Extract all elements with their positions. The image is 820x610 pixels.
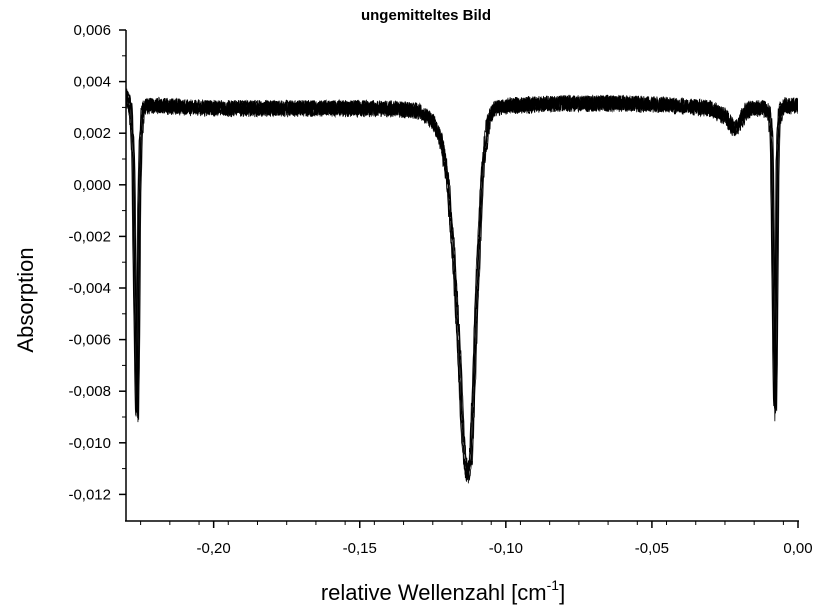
x-tick-label: -0,20 <box>197 540 231 557</box>
chart-title: ungemitteltes Bild <box>361 7 491 24</box>
y-tick-label: -0,002 <box>68 228 111 245</box>
y-axis-title: Absorption <box>13 247 38 352</box>
x-axis-title-tail: ] <box>559 580 565 605</box>
y-tick-label: -0,008 <box>68 383 111 400</box>
axis-ticks: -0,20 -0,15 -0,10 -0,05 0,00 0,006 0,004 0,002 0… <box>68 22 812 557</box>
x-axis-title-main: relative Wellenzahl [cm <box>321 580 547 605</box>
y-tick-label: -0,010 <box>68 435 111 452</box>
y-tick-label: 0,004 <box>73 74 111 91</box>
x-tick-label: 0,00 <box>783 540 812 557</box>
x-tick-label: -0,10 <box>489 540 523 557</box>
x-tick-label: -0,15 <box>343 540 377 557</box>
x-axis-title: relative Wellenzahl [cm-1] <box>321 577 565 605</box>
y-tick-label: -0,012 <box>68 486 111 503</box>
y-tick-label: 0,000 <box>73 177 111 194</box>
y-tick-label: -0,004 <box>68 280 111 297</box>
y-tick-label: -0,006 <box>68 332 111 349</box>
x-tick-label: -0,05 <box>635 540 669 557</box>
spectrum-trace <box>126 92 798 479</box>
spectrum-trace <box>126 94 798 479</box>
y-tick-label: 0,002 <box>73 125 111 142</box>
spectrum-traces <box>126 88 798 484</box>
spectrum-trace <box>126 93 798 482</box>
y-tick-label: 0,006 <box>73 22 111 39</box>
x-axis-title-sup: -1 <box>547 577 560 593</box>
